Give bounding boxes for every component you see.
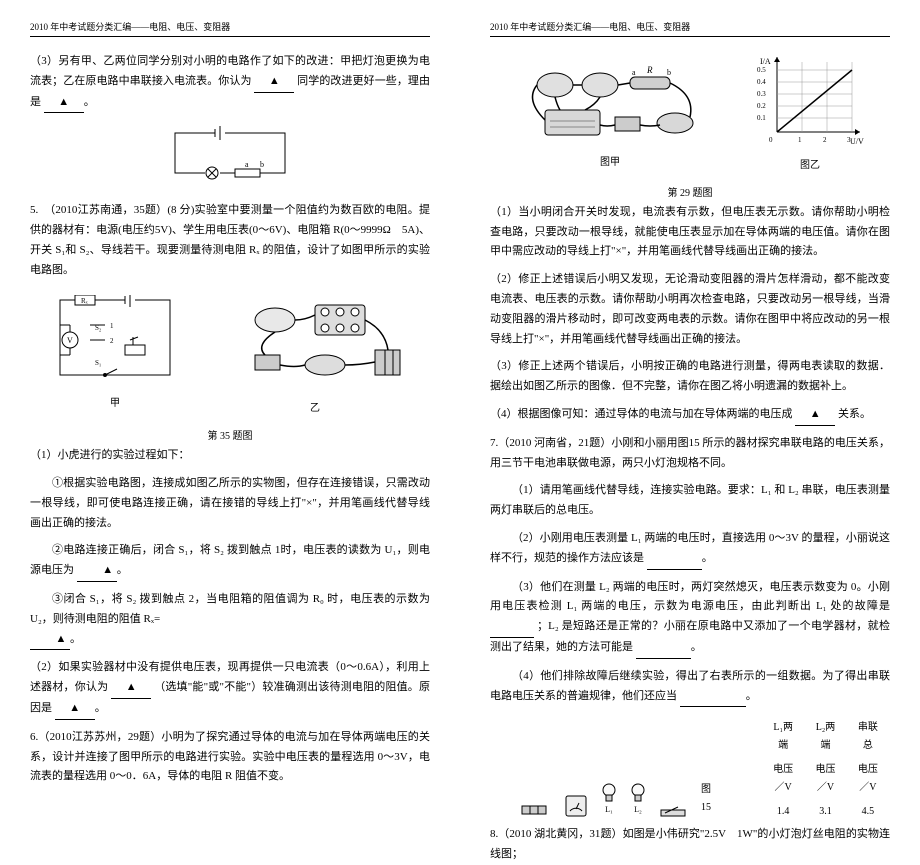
td3: 4.5 [848, 801, 888, 823]
figure-35-row: Rₓ V S₂ 1 2 [30, 290, 430, 418]
blank-fill [636, 638, 691, 659]
svg-text:U/V: U/V [850, 137, 864, 146]
figure-29-row: a R b 图甲 [490, 52, 890, 175]
svg-text:0.2: 0.2 [757, 102, 766, 110]
page-header-right: 2010 年中考试题分类汇编——电阻、电压、变阻器 [490, 20, 890, 37]
q7-3: （3）他们在测量 L₂ 两端的电压时，两灯突然熄灭，电压表示数变为 0。小刚用电… [490, 578, 890, 659]
blank-fill: ▲ [254, 72, 294, 93]
blank-fill [647, 549, 702, 570]
q7-3-text: （3）他们在测量 L₂ 两端的电压时，两灯突然熄灭，电压表示数变为 0。小刚用电… [490, 581, 890, 613]
chart-iv: I/A U/V 0.5 0.4 0.3 0.2 0.1 0 1 2 3 [755, 52, 865, 147]
td2: 3.1 [805, 801, 845, 823]
voltmeter-icon [565, 795, 587, 817]
q7-4: （4）他们排除故障后继续实验，得出了右表所示的一组数据。为了得出串联电路电压关系… [490, 667, 890, 708]
question-5: 5. （2010江苏南通，35题）(8 分)实验室中要测量一个阻值约为数百欧的电… [30, 201, 430, 280]
circuit-svg-jia: Rₓ V S₂ 1 2 [55, 295, 175, 385]
th2: L₂两端 [805, 717, 845, 757]
q5-1c-text: ③闭合 S₁，将 S₂ 拨到触点 2，当电阻箱的阻值调为 R₀ 时，电压表的示数… [30, 593, 430, 625]
svg-text:1: 1 [798, 136, 802, 144]
rq1: （1）当小明闭合开关时发现，电流表有示数，但电压表无示数。请你帮助小明检查电路，… [490, 203, 890, 262]
label-a: a [245, 160, 249, 169]
battery-icon [520, 802, 550, 817]
right-page: 2010 年中考试题分类汇编——电阻、电压、变阻器 a R b [460, 0, 920, 651]
page-header-left: 2010 年中考试题分类汇编——电阻、电压、变阻器 [30, 20, 430, 37]
rq4: （4）根据图像可知：通过导体的电流与加在导体两端的电压成 ▲ 关系。 [490, 405, 890, 426]
th3: 串联总 [848, 717, 888, 757]
q5-1a: ①根据实验电路图，连接成如图乙所示的实物图，但存在连接错误，只需改动一根导线，即… [30, 474, 430, 533]
fig15-label: 图15 [701, 781, 711, 817]
fig-label-yi: 乙 [225, 400, 405, 418]
svg-text:2: 2 [110, 337, 114, 345]
svg-text:0.3: 0.3 [757, 90, 766, 98]
svg-text:R: R [646, 65, 653, 75]
question-6: 6.（2010江苏苏州，29题）小明为了探究通过导体的电流与加在导体两端电压的关… [30, 728, 430, 787]
rq4b-text: 关系。 [838, 408, 871, 420]
q5-2: （2）如果实验器材中没有提供电压表，现再提供一只电流表（0～0.6A），利用上述… [30, 658, 430, 719]
rq3: （3）修正上述两个错误后，小明按正确的电路进行测量，得两电表读取的数据．据绘出如… [490, 357, 890, 397]
fig-label-jia: 甲 [55, 395, 175, 413]
label-b: b [260, 160, 264, 169]
circuit-svg-1: a b [165, 123, 295, 183]
fig29-left: a R b 图甲 [515, 55, 705, 173]
fig29-right: I/A U/V 0.5 0.4 0.3 0.2 0.1 0 1 2 3 [755, 52, 865, 175]
svg-text:0.5: 0.5 [757, 66, 766, 74]
svg-text:0.1: 0.1 [757, 114, 766, 122]
question-8: 8.（2010 湖北黄冈，31题）如图是小伟研究"2.5V 1W"的小灯泡灯丝电… [490, 825, 890, 865]
td1: 1.4 [763, 801, 803, 823]
svg-text:2: 2 [823, 136, 827, 144]
rq2: （2）修正上述错误后小明又发现，无论滑动变阻器的滑片怎样滑动，都不能改变电流表、… [490, 270, 890, 349]
q5-1: （1）小虎进行的实验过程如下： [30, 446, 430, 466]
right-content: a R b 图甲 [490, 52, 890, 865]
blank-fill: ▲ [111, 678, 151, 699]
svg-text:b: b [667, 68, 671, 77]
q5-1c: ③闭合 S₁，将 S₂ 拨到触点 2，当电阻箱的阻值调为 R₀ 时，电压表的示数… [30, 590, 430, 650]
wiring-svg [225, 290, 405, 390]
question-7: 7.（2010 河南省，21题）小刚和小丽用图15 所示的器材探究串联电路的电压… [490, 434, 890, 474]
fig35-left: Rₓ V S₂ 1 2 [55, 295, 175, 413]
blank-fill: ▲ [44, 93, 84, 114]
blank-fill [680, 687, 746, 708]
bulb1-icon: L₁ [602, 783, 616, 817]
left-page: 2010 年中考试题分类汇编——电阻、电压、变阻器 （3）另有甲、乙两位同学分别… [0, 0, 460, 651]
circuit-diagram-1: a b [30, 123, 430, 191]
rq4-text: （4）根据图像可知：通过导体的电流与加在导体两端的电压成 [490, 408, 793, 420]
svg-text:1: 1 [110, 322, 114, 330]
blank-fill [490, 617, 534, 638]
q7-2: （2）小刚用电压表测量 L₁ 两端的电压时，直接选用 0～3V 的量程，小丽说这… [490, 529, 890, 570]
tr3: 电压／V [848, 759, 888, 799]
fig35-caption: 第 35 题图 [30, 428, 430, 446]
fig35-right: 乙 [225, 290, 405, 418]
svg-text:S₁: S₁ [95, 359, 101, 367]
th1: L₁两端 [763, 717, 803, 757]
tr1: 电压／V [763, 759, 803, 799]
switch-icon [660, 805, 686, 817]
blank-fill: ▲ [795, 405, 835, 426]
circuit-fig29: a R b [515, 55, 705, 145]
q7-1: （1）请用笔画线代替导线，连接实验电路。要求：L₁ 和 L₂ 串联，电压表测量两… [490, 481, 890, 521]
fig-label-yi2: 图乙 [755, 157, 865, 175]
question-3: （3）另有甲、乙两位同学分别对小明的电路作了如下的改进：甲把灯泡更换为电流表；乙… [30, 52, 430, 113]
bulb2-icon: L₂ [631, 783, 645, 817]
svg-text:a: a [632, 68, 636, 77]
q7-figure-row: L₁ L₂ 图15 L₁两端 L₂两端 串联总 电压／V [490, 715, 890, 825]
q5-1b: ②电路连接正确后，闭合 S₁，将 S₂ 拨到触点 1时，电压表的读数为 U₁，则… [30, 541, 430, 582]
svg-text:0: 0 [769, 136, 773, 144]
svg-text:V: V [67, 336, 73, 345]
blank-fill: ▲ [55, 699, 95, 720]
tr2: 电压／V [805, 759, 845, 799]
svg-text:Rₓ: Rₓ [81, 297, 89, 305]
svg-text:I/A: I/A [760, 57, 771, 66]
blank-fill: ▲ [77, 561, 117, 582]
svg-text:3: 3 [847, 136, 851, 144]
svg-text:0.4: 0.4 [757, 78, 766, 86]
left-content: （3）另有甲、乙两位同学分别对小明的电路作了如下的改进：甲把灯泡更换为电流表；乙… [30, 52, 430, 787]
data-table: L₁两端 L₂两端 串联总 电压／V 电压／V 电压／V 1.4 3.1 4.5 [761, 715, 890, 825]
blank-fill: ▲ [30, 630, 70, 651]
fig-label-jia2: 图甲 [515, 154, 705, 172]
fig29-caption: 第 29 题图 [490, 185, 890, 203]
device-icons: L₁ L₂ 图15 [520, 723, 711, 817]
